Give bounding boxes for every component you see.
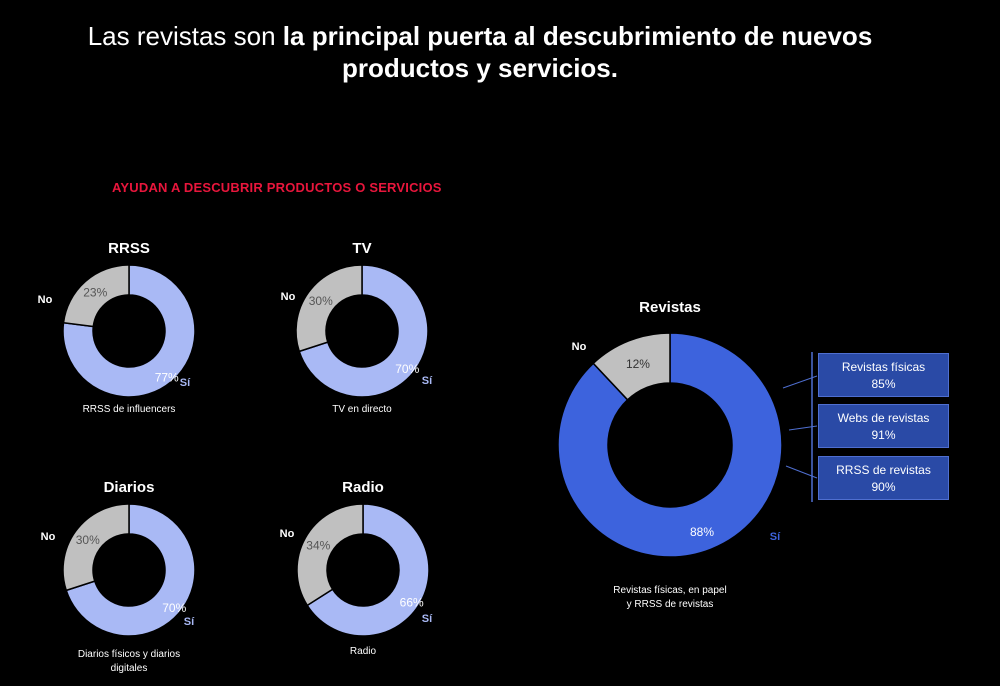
slice-category-label-yes: Sí: [180, 377, 191, 389]
donut-slice-yes: [65, 503, 196, 637]
slice-category-label-yes: Sí: [422, 375, 433, 387]
donut-caption: digitales: [111, 663, 148, 674]
title-light: Las revistas son: [87, 21, 283, 51]
slice-value-label-yes: 66%: [400, 596, 424, 610]
donut-title: RRSS: [108, 240, 150, 257]
slice-value-label-no: 34%: [306, 538, 330, 552]
breakdown-box-web: Webs de revistas 91%: [818, 404, 949, 448]
breakdown-value: 90%: [871, 480, 896, 494]
slice-value-label-yes: 77%: [155, 370, 179, 384]
slice-category-label-yes: Sí: [184, 616, 195, 628]
breakdown-label: RRSS de revistas: [836, 463, 931, 477]
slice-value-label-yes: 88%: [690, 525, 714, 539]
donut-caption: RRSS de influencers: [83, 404, 176, 415]
page-title: Las revistas son la principal puerta al …: [0, 20, 960, 84]
breakdown-box-physical: Revistas físicas 85%: [818, 353, 949, 397]
donut-slice-yes: [557, 332, 783, 558]
slice-value-label-no: 30%: [309, 294, 333, 308]
slice-value-label-yes: 70%: [162, 601, 186, 615]
slice-category-label-no: No: [38, 294, 53, 306]
donut-slice-no: [592, 332, 671, 401]
slice-category-label-no: No: [41, 531, 56, 543]
donut-caption: y RRSS de revistas: [627, 599, 714, 610]
breakdown-label: Revistas físicas: [841, 360, 926, 374]
donut-caption: TV en directo: [332, 404, 392, 415]
donut-title: TV: [352, 240, 371, 257]
donut-slice-no: [62, 264, 130, 328]
connector-line: [788, 425, 818, 431]
donut-slice-no: [295, 264, 363, 353]
breakdown-value: 91%: [871, 428, 896, 442]
donut-title: Radio: [342, 479, 384, 496]
donut-slice-yes: [306, 503, 430, 637]
donut-caption: Diarios físicos y diarios: [78, 649, 180, 660]
donut-caption: Revistas físicas, en papel: [613, 585, 726, 596]
breakdown-label: Webs de revistas: [837, 411, 930, 425]
donut-slice-yes: [62, 264, 196, 398]
donut-title: Revistas: [639, 299, 701, 316]
slice-category-label-no: No: [572, 341, 587, 353]
title-bold-line2: productos y servicios.: [342, 53, 618, 83]
title-bold-line1: la principal puerta al descubrimiento de…: [282, 21, 873, 51]
chart-subtitle: AYUDAN A DESCUBRIR PRODUCTOS O SERVICIOS: [112, 180, 442, 195]
breakdown-box-social: RRSS de revistas 90%: [818, 456, 949, 500]
slice-value-label-no: 30%: [76, 533, 100, 547]
slice-category-label-yes: Sí: [770, 531, 781, 543]
donut-title: Diarios: [104, 479, 155, 496]
slice-category-label-no: No: [280, 528, 295, 540]
donut-slice-no: [296, 503, 364, 607]
donut-slice-yes: [298, 264, 429, 398]
slice-category-label-no: No: [281, 291, 296, 303]
slice-value-label-yes: 70%: [395, 362, 419, 376]
donut-slice-no: [62, 503, 130, 592]
slice-value-label-no: 12%: [626, 357, 650, 371]
slice-value-label-no: 23%: [83, 286, 107, 300]
breakdown-value: 85%: [871, 377, 896, 391]
slice-category-label-yes: Sí: [422, 613, 433, 625]
donut-caption: Radio: [350, 646, 377, 657]
